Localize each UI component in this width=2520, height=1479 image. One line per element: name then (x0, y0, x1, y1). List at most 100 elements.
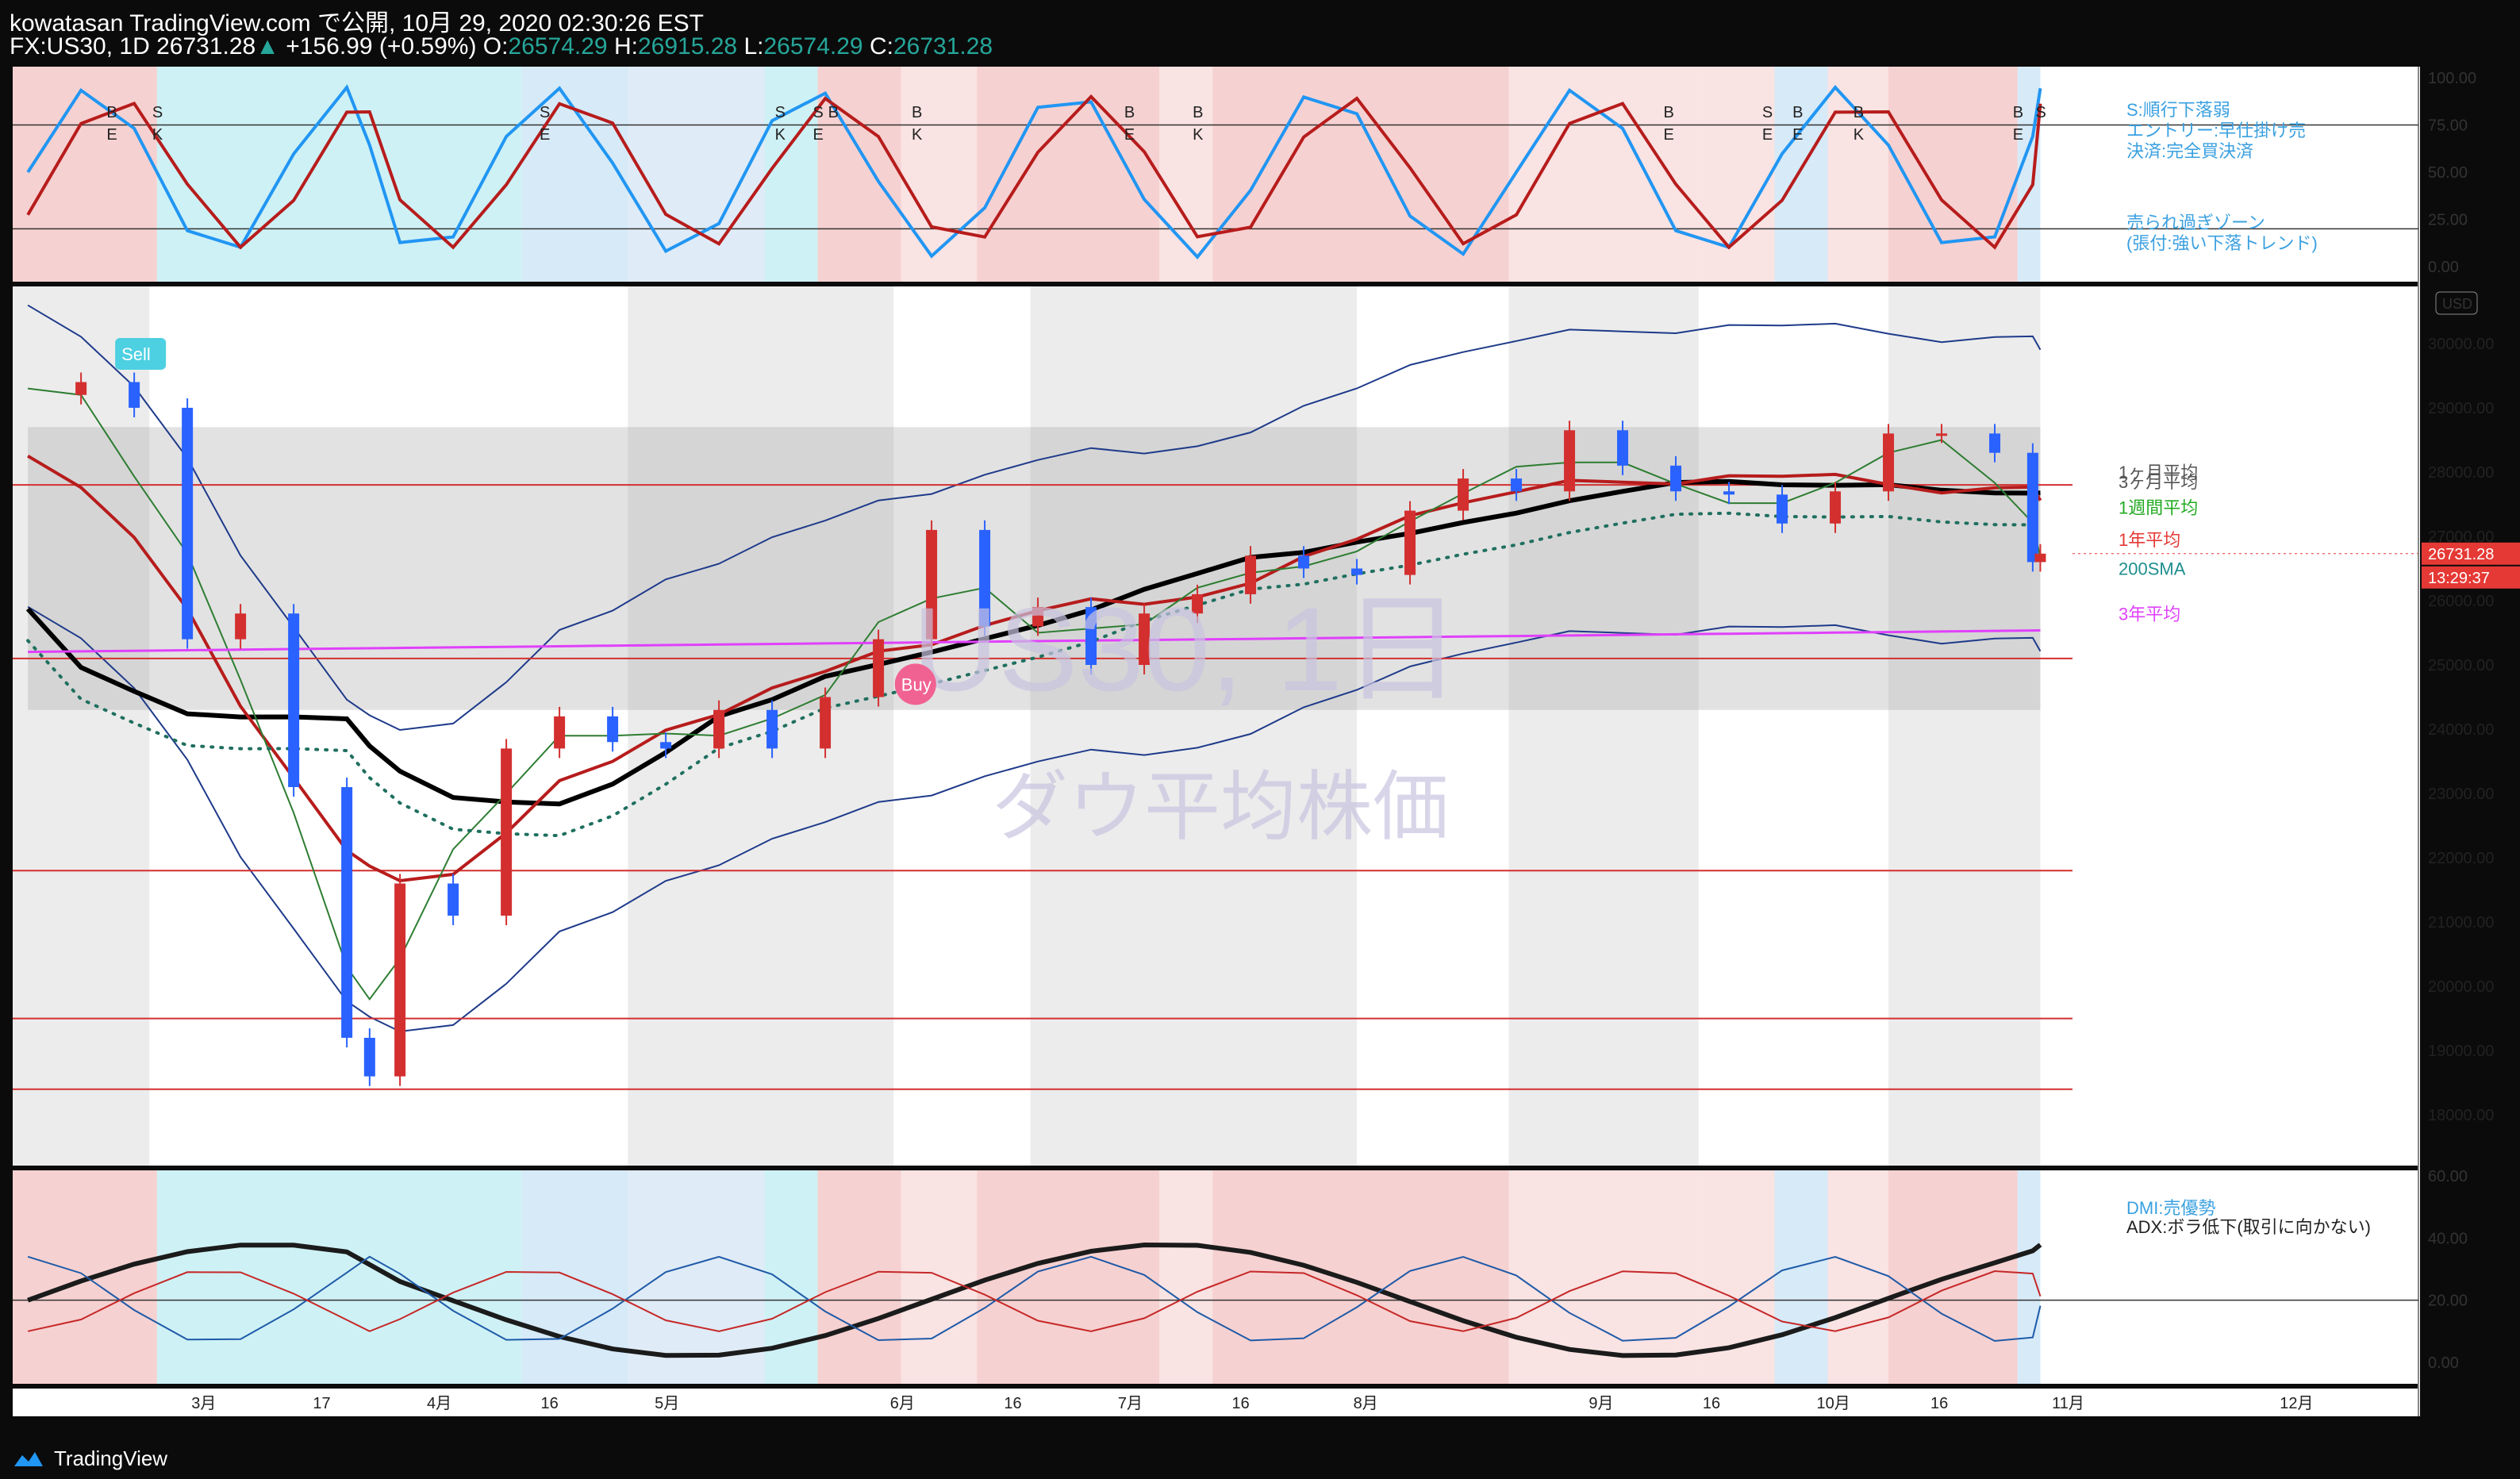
regime-zone-3-1 (628, 1166, 765, 1385)
trend-zone-3 (1508, 286, 1699, 1166)
last-price-tag-bg (2422, 542, 2520, 565)
cloud-logo-icon (14, 1451, 43, 1466)
tradingview-logo[interactable]: TradingView (11, 1446, 167, 1471)
sma200-dotted-line (26, 511, 2042, 838)
candle-body-40 (2034, 553, 2046, 563)
time-tick-4: 5月 (655, 1395, 679, 1412)
high-value: 26915.28 (637, 33, 738, 60)
high-label: H: (613, 33, 638, 60)
currency-box (2435, 291, 2478, 315)
signal-top-7: B (1124, 104, 1135, 121)
signal-top-11: B (1792, 104, 1803, 121)
candle-body-7 (363, 1037, 375, 1077)
time-tick-9: 8月 (1354, 1395, 1378, 1412)
candle-body-8 (394, 883, 406, 1077)
candle-body-15 (766, 709, 778, 749)
candle-body-3 (182, 407, 194, 640)
price-tick-8: 22000.00 (2428, 850, 2494, 867)
candle-body-23 (1192, 594, 1204, 614)
price-tick-7: 23000.00 (2428, 786, 2494, 803)
ohlc-header: FX:US30, 1D 26731.28▲ +156.99 (+0.59%) O… (10, 33, 993, 60)
candle-body-37 (1936, 433, 1948, 436)
buy-flag (894, 663, 936, 705)
dmi-tick-0: 60.00 (2428, 1168, 2468, 1185)
candle-body-6 (341, 786, 353, 1038)
stoch-tick-2: 50.00 (2428, 164, 2468, 182)
up-arrow-icon: ▲ (255, 33, 279, 60)
regime-zone-2-1 (521, 1166, 628, 1385)
time-tick-8: 16 (1231, 1395, 1249, 1412)
signal-bottom-13: E (2013, 126, 2023, 144)
time-tick-0: 3月 (191, 1395, 216, 1412)
watermark-name: ダウ平均株価 (992, 765, 1449, 850)
signal-bottom-9: E (1663, 126, 1673, 144)
publish-info: kowatasan TradingView.com で公開, 10月 29, 2… (10, 3, 704, 38)
stoch-d-line (26, 94, 2042, 250)
time-tick-3: 16 (541, 1395, 559, 1412)
candle-body-16 (820, 697, 832, 749)
signal-bottom-10: E (1762, 126, 1773, 144)
signal-bottom-7: E (1124, 126, 1135, 144)
ma-3year-line (28, 629, 2041, 654)
time-tick-13: 16 (1930, 1395, 1948, 1412)
currency-label: USD (2442, 296, 2472, 312)
regime-zone-4-0 (764, 67, 818, 282)
price-tick-3: 27000.00 (2428, 528, 2494, 546)
regime-zone-1-1 (156, 1166, 522, 1385)
candle-body-20 (1032, 607, 1044, 627)
last-price: 26731.28 (156, 33, 256, 60)
regime-zone-3-0 (628, 67, 765, 282)
candle-body-21 (1085, 607, 1097, 666)
time-tick-12: 10月 (1816, 1395, 1850, 1412)
candle-body-22 (1139, 613, 1151, 666)
price-tick-11: 19000.00 (2428, 1043, 2494, 1060)
stoch-legend-2: 決済:完全買決済 (2126, 141, 2253, 161)
last-price-tag: 26731.28 (2428, 546, 2494, 563)
regime-zone-9-1 (1212, 1166, 1509, 1385)
candle-body-17 (873, 639, 885, 697)
dmi-tick-3: 0.00 (2428, 1354, 2459, 1372)
dmi-legend-1: ADX:ボラ低下(取引に向かない) (2126, 1217, 2371, 1237)
candle-body-28 (1458, 478, 1469, 511)
candle-body-11 (554, 716, 566, 749)
candle-body-14 (713, 709, 725, 749)
regime-zone-8-1 (1159, 1166, 1213, 1385)
price-tick-12: 18000.00 (2428, 1107, 2494, 1124)
signal-top-8: B (1193, 104, 1203, 121)
close-value: 26731.28 (893, 33, 993, 60)
dmi-tick-2: 20.00 (2428, 1293, 2468, 1310)
time-tick-6: 16 (1004, 1395, 1021, 1412)
candle-body-38 (1989, 433, 2001, 453)
regime-zone-2-0 (521, 67, 628, 282)
candle-body-12 (607, 716, 619, 743)
signal-top-12: B (1854, 104, 1864, 121)
signal-bottom-0: E (106, 126, 117, 144)
ma-label-1: 3ヶ月平均 (2119, 472, 2198, 492)
ma-label-2: 1週間平均 (2119, 498, 2198, 518)
time-tick-2: 4月 (427, 1395, 451, 1412)
symbol-label[interactable]: FX:US30, 1D (10, 33, 150, 60)
ma-label-5: 3年平均 (2119, 604, 2180, 624)
regime-zone-15-0 (2017, 67, 2041, 282)
candle-body-4 (235, 613, 247, 640)
time-tick-1: 17 (313, 1395, 330, 1412)
signal-top-5: B (828, 104, 839, 121)
low-value: 26574.29 (763, 33, 863, 60)
candle-body-10 (501, 748, 513, 916)
candle-body-34 (1777, 494, 1788, 524)
lower-band-line (27, 605, 2042, 1033)
close-label: C: (869, 33, 893, 60)
signal-bottom-6: K (912, 126, 923, 144)
countdown-tag-bg (2422, 566, 2520, 589)
di-plus-line (27, 1255, 2042, 1343)
signal-top-0: B (106, 104, 117, 121)
trend-zone-4 (1888, 286, 2041, 1166)
candle-body-33 (1723, 491, 1735, 495)
candle-body-32 (1670, 465, 1682, 492)
signal-bottom-12: K (1854, 126, 1865, 144)
change-value: +156.99 (+0.59%) (286, 33, 477, 60)
time-tick-10: 9月 (1588, 1395, 1613, 1412)
price-tick-6: 24000.00 (2428, 721, 2494, 739)
